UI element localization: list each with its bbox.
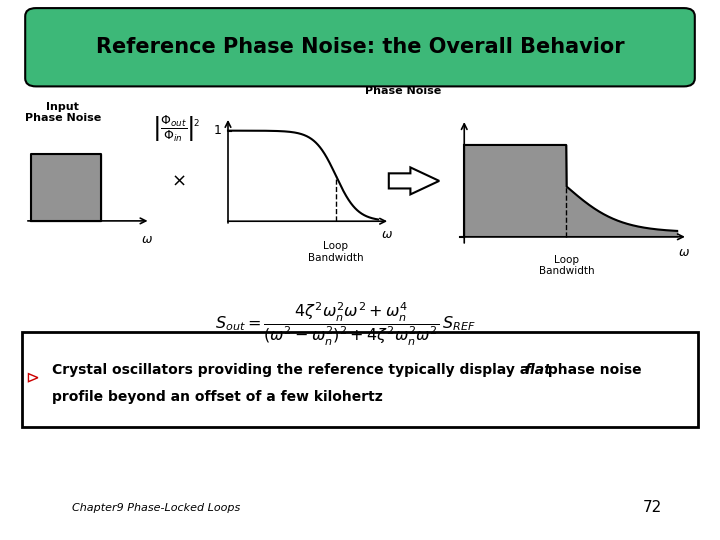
- Text: Loop
Bandwidth: Loop Bandwidth: [539, 255, 594, 276]
- Text: Reference Phase Noise: the Overall Behavior: Reference Phase Noise: the Overall Behav…: [96, 37, 624, 57]
- Text: $S_{out} = \dfrac{4\zeta^2\omega_n^2\omega^2 + \omega_n^4}{(\omega^2 - \omega_n^: $S_{out} = \dfrac{4\zeta^2\omega_n^2\ome…: [215, 300, 476, 348]
- Text: flat: flat: [524, 363, 551, 377]
- Text: Output
Phase Noise: Output Phase Noise: [365, 75, 441, 96]
- Text: Crystal oscillators providing the reference typically display a: Crystal oscillators providing the refere…: [52, 363, 534, 377]
- Text: $\vartriangleright$: $\vartriangleright$: [22, 369, 39, 387]
- Polygon shape: [31, 154, 102, 221]
- Text: $\left|\dfrac{\Phi_{out}}{\Phi_{in}}\right|^{\!2}$: $\left|\dfrac{\Phi_{out}}{\Phi_{in}}\rig…: [152, 114, 201, 144]
- Text: Loop
Bandwidth: Loop Bandwidth: [308, 241, 364, 263]
- Text: phase noise: phase noise: [543, 363, 642, 377]
- Text: $\omega$: $\omega$: [678, 246, 690, 259]
- Text: Chapter9 Phase-Locked Loops: Chapter9 Phase-Locked Loops: [72, 503, 240, 512]
- Text: $\omega$: $\omega$: [381, 227, 393, 240]
- Text: 1: 1: [214, 124, 222, 137]
- Text: $\times$: $\times$: [171, 172, 186, 190]
- Text: profile beyond an offset of a few kilohertz: profile beyond an offset of a few kilohe…: [52, 390, 382, 404]
- Text: Input
Phase Noise: Input Phase Noise: [24, 102, 101, 124]
- Text: 72: 72: [643, 500, 662, 515]
- Text: $\omega$: $\omega$: [141, 233, 153, 246]
